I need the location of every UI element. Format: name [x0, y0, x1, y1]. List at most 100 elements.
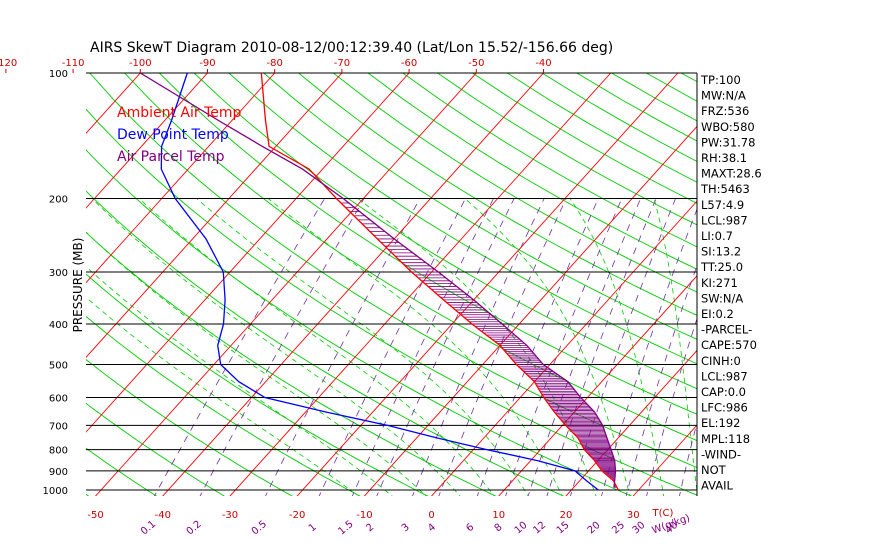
index-label: PW:31.78 — [701, 135, 755, 149]
pressure-tick-label: 1000 — [43, 486, 68, 497]
bottom-temp-label: -30 — [222, 510, 238, 521]
index-label: TT:25.0 — [700, 260, 743, 274]
index-label: TH:5463 — [700, 182, 750, 196]
index-label: RH:38.1 — [701, 151, 747, 165]
top-temp-label: -80 — [267, 58, 283, 69]
mixing-ratio-line — [527, 198, 641, 496]
dry-adiabat — [86, 108, 697, 496]
dry-adiabat — [333, 73, 697, 293]
moist-adiabat — [86, 231, 427, 496]
index-label: CINH:0 — [701, 354, 741, 368]
mixing-ratio-line — [351, 198, 494, 496]
dry-adiabat — [86, 273, 429, 496]
mixing-ratio-line — [625, 264, 697, 496]
isotherm-line — [86, 73, 276, 284]
dry-adiabat — [402, 73, 697, 248]
isotherm-line — [229, 73, 612, 496]
isotherm-line — [363, 125, 697, 496]
dry-adiabat — [228, 73, 697, 365]
index-label: LI:0.7 — [701, 229, 733, 243]
pressure-tick-label: 800 — [49, 446, 68, 457]
index-label: SW:N/A — [701, 291, 743, 305]
isotherm-line — [565, 349, 697, 496]
pressure-tick-label: 300 — [49, 268, 68, 279]
mixing-ratio-line — [646, 317, 697, 496]
cape-hatch — [336, 198, 617, 488]
mixing-ratio-label: 4 — [426, 522, 438, 535]
mixing-ratio-line — [318, 198, 466, 496]
bottom-temp-label: 10 — [492, 510, 505, 521]
mixing-ratio-line — [679, 420, 697, 496]
isobar-lines — [86, 72, 698, 496]
index-label: CAP:0.0 — [701, 385, 746, 399]
bottom-temp-label: 0 — [428, 510, 434, 521]
dry-adiabat — [159, 73, 697, 415]
moist-adiabat — [91, 198, 461, 496]
index-label: MPL:118 — [701, 432, 750, 446]
isotherm-line — [430, 200, 697, 496]
mixing-ratio-line — [412, 198, 545, 496]
isotherm-line — [296, 73, 679, 496]
dry-adiabat — [367, 73, 697, 270]
dry-adiabat — [86, 402, 226, 496]
top-temp-label: -100 — [129, 58, 152, 69]
mixing-ratio-label: 3 — [400, 522, 412, 535]
index-label: KI:271 — [701, 276, 738, 290]
top-temp-label: -70 — [334, 58, 350, 69]
moist-adiabat — [138, 198, 495, 496]
bottom-temp-label: -50 — [87, 510, 103, 521]
legend-item: Air Parcel Temp — [117, 149, 225, 165]
legend-item: Dew Point Temp — [117, 127, 229, 143]
dry-adiabat — [263, 73, 697, 340]
series-dew-point-temp — [160, 73, 599, 491]
dry-adiabat — [86, 315, 361, 496]
moist-adiabat — [464, 198, 631, 496]
top-temp-label: -90 — [199, 58, 215, 69]
moist-adiabat — [267, 198, 563, 496]
mixing-ratio-label: 2 — [364, 522, 376, 535]
index-label: CAPE:570 — [701, 338, 757, 352]
bottom-temp-label: -40 — [155, 510, 171, 521]
pressure-tick-label: 900 — [49, 467, 68, 478]
index-label: AVAIL — [701, 479, 734, 493]
dry-adiabat — [86, 190, 565, 496]
mixing-ratio-line — [505, 198, 623, 496]
pressure-tick-label: 100 — [49, 69, 68, 80]
index-label: TP:100 — [700, 73, 741, 87]
bottom-temp-label: -20 — [289, 510, 305, 521]
index-label: SI:13.2 — [701, 245, 741, 259]
legend: Ambient Air Temp Dew Point Temp Air Parcel… — [117, 105, 242, 165]
series-air-parcel-temp — [139, 73, 617, 488]
top-temp-label: -60 — [401, 58, 417, 69]
bottom-temp-label: 30 — [627, 510, 640, 521]
isotherm-line — [162, 73, 544, 496]
series-ambient-air-temp — [260, 73, 619, 491]
isotherm-line — [86, 73, 410, 433]
isotherm-line — [498, 275, 697, 496]
dry-adiabat — [86, 358, 293, 496]
top-temp-label: -40 — [535, 58, 551, 69]
y-axis-label: PRESSURE (MB) — [71, 238, 85, 333]
isotherm-line — [86, 73, 343, 359]
mixing-ratio-line — [199, 198, 365, 496]
moist-adiabat — [86, 296, 359, 496]
mixing-ratio-label: 1 — [307, 522, 319, 535]
isotherm-line — [632, 424, 697, 496]
index-label: MW:N/A — [701, 89, 746, 103]
bottom-axis-label: T(C) — [652, 508, 674, 519]
index-label: LFC:986 — [701, 401, 748, 415]
top-temp-label: -120 — [0, 58, 17, 69]
chart-title: AIRS SkewT Diagram 2010-08-12/00:12:39.4… — [90, 40, 613, 56]
mixing-ratio-line — [265, 198, 421, 496]
dry-adiabat — [298, 73, 697, 316]
top-temp-label: -110 — [62, 58, 85, 69]
pressure-tick-label: 400 — [49, 320, 68, 331]
moist-adiabat — [653, 198, 697, 496]
index-label: L57:4.9 — [701, 198, 744, 212]
index-label: -WIND- — [701, 447, 741, 461]
top-temp-label: -50 — [468, 58, 484, 69]
dry-adiabat — [193, 73, 697, 390]
moist-adiabat — [86, 266, 393, 496]
